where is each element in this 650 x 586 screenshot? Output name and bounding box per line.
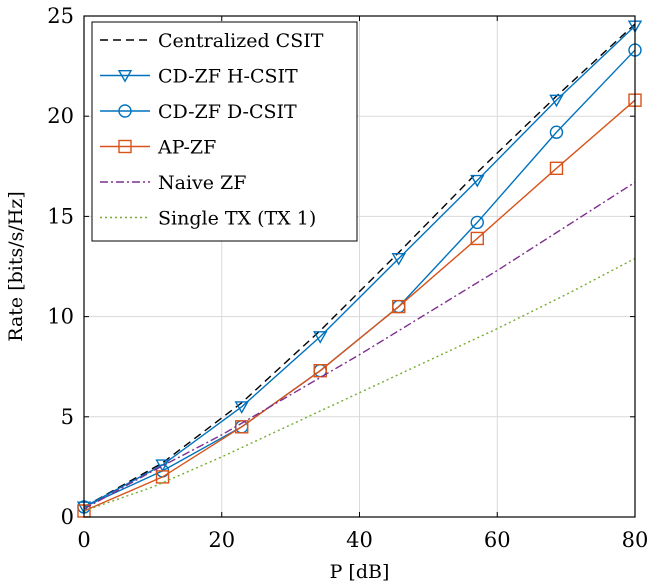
- y-tick-label: 0: [61, 505, 74, 529]
- y-tick-label: 20: [47, 104, 74, 128]
- series-0: [83, 23, 636, 508]
- data-point: [313, 331, 328, 344]
- x-tick-label: 40: [346, 528, 373, 552]
- y-tick-label: 15: [47, 204, 74, 228]
- x-tick-label: 20: [208, 528, 235, 552]
- data-point: [234, 401, 249, 414]
- axis-ticks: 0 20 40 60 80 0 5 10 15 20 25: [47, 4, 648, 552]
- legend-label: AP-ZF: [157, 137, 216, 159]
- data-point: [470, 231, 484, 246]
- series-line: [83, 181, 636, 510]
- series-line: [83, 257, 636, 512]
- x-tick-label: 60: [484, 528, 511, 552]
- legend-entry: AP-ZF: [100, 137, 216, 159]
- legend-marker: [118, 139, 132, 154]
- data-point: [549, 94, 564, 108]
- legend-marker: [118, 104, 132, 118]
- legend-entry: Centralized CSIT: [100, 30, 324, 52]
- data-point: [549, 125, 564, 139]
- series-line: [83, 25, 636, 508]
- legend-entry: CD-ZF H-CSIT: [100, 66, 298, 88]
- legend-entry: Naive ZF: [100, 172, 246, 194]
- legend-marker: [117, 69, 133, 83]
- y-tick-label: 5: [61, 405, 74, 429]
- data-point: [313, 364, 327, 378]
- series-3: [77, 93, 642, 518]
- legend-label: Single TX (TX 1): [158, 208, 316, 230]
- y-axis-label: Rate [bits/s/Hz]: [5, 191, 27, 342]
- data-point: [549, 161, 564, 176]
- legend-label: Centralized CSIT: [158, 30, 324, 52]
- legend-label: CD-ZF D-CSIT: [158, 101, 297, 123]
- data-point: [391, 252, 406, 266]
- x-axis-label: P [dB]: [330, 561, 390, 583]
- legend: Centralized CSIT CD-ZF H-CSIT CD-ZF D-CSIT…: [91, 21, 358, 242]
- series-line: [83, 99, 636, 512]
- x-tick-label: 0: [77, 528, 90, 552]
- y-tick-label: 25: [47, 4, 74, 28]
- series-line: [83, 23, 636, 508]
- legend-box: [91, 21, 358, 242]
- legend-entry: Single TX (TX 1): [100, 208, 316, 230]
- data-point: [470, 215, 484, 230]
- x-tick-label: 80: [622, 528, 649, 552]
- series-4: [83, 181, 636, 510]
- legend-label: CD-ZF H-CSIT: [158, 66, 298, 88]
- data-point: [392, 299, 406, 314]
- data-point: [470, 174, 485, 188]
- legend-label: Naive ZF: [158, 172, 246, 194]
- legend-entry: CD-ZF D-CSIT: [100, 101, 297, 123]
- series-5: [83, 257, 636, 512]
- y-tick-label: 10: [47, 305, 74, 329]
- data-point: [155, 470, 170, 484]
